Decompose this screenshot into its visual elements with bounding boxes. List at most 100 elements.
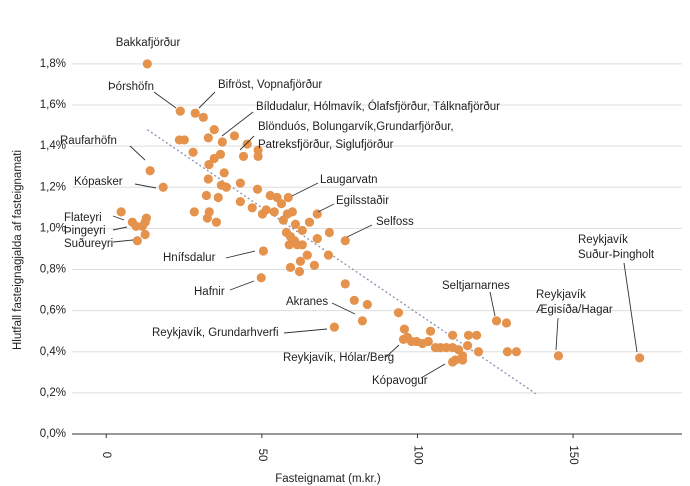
annotation: Reykjavík <box>578 234 628 246</box>
y-tick-label: 0,6% <box>40 305 66 317</box>
data-point <box>473 347 484 357</box>
leader-line <box>489 291 496 317</box>
x-tick-label: 100 <box>411 445 423 464</box>
data-point <box>158 182 168 192</box>
y-tick-label: 1,8% <box>40 58 66 70</box>
annotation: Bíldudalur, Hólmavík, Ólafsfjörður, Tálk… <box>256 100 500 113</box>
data-point <box>423 336 433 347</box>
data-point <box>312 234 322 244</box>
annotation: Hnífsdalur <box>163 252 216 264</box>
data-point <box>201 190 212 201</box>
data-point <box>188 147 198 157</box>
data-point <box>253 151 263 161</box>
data-point <box>324 227 334 238</box>
y-tick-label: 0,0% <box>40 428 66 440</box>
data-point <box>190 108 200 118</box>
data-point <box>329 322 339 332</box>
leader-line <box>283 328 328 334</box>
trend-line <box>146 129 538 396</box>
annotation: Suður-Þingholt <box>578 249 655 261</box>
y-axis-label: Hlutfall fasteignagjalda af fasteignamat… <box>12 150 24 350</box>
leader-line <box>134 183 157 189</box>
annotation: Ægisíða/Hagar <box>536 304 613 316</box>
data-point <box>290 219 301 229</box>
data-point <box>462 340 473 351</box>
data-point <box>502 347 513 357</box>
data-point <box>349 295 359 305</box>
annotation: Kópasker <box>74 176 123 188</box>
leader-line <box>153 91 177 109</box>
leader-line <box>346 224 373 238</box>
y-tick-label: 1,2% <box>40 181 66 193</box>
annotation: Blönduós, Bolungarvík,Grundarfjörður, <box>258 121 454 133</box>
data-point <box>297 225 307 236</box>
data-point <box>463 330 474 340</box>
data-point <box>425 326 436 336</box>
data-point <box>302 250 312 260</box>
annotation: Flateyri <box>64 212 102 224</box>
annotation: Patreksfjörður, Siglufjörður <box>258 139 394 151</box>
annotation: Þórshöfn <box>108 81 154 93</box>
data-point <box>357 316 367 326</box>
data-point <box>553 351 564 361</box>
data-point <box>295 256 306 266</box>
data-point <box>211 217 222 227</box>
annotation: Suðureyri <box>64 238 113 250</box>
annotation: Reykjavík, Grundarhverfi <box>152 327 279 339</box>
data-point <box>294 266 305 277</box>
x-tick-label: 0 <box>100 452 112 458</box>
data-point <box>430 343 441 353</box>
annotation: Bifröst, Vopnafjörður <box>218 79 322 91</box>
data-point <box>215 149 226 159</box>
leader-line <box>112 226 128 231</box>
data-point <box>175 106 185 116</box>
data-point <box>269 207 279 217</box>
data-point <box>304 217 315 227</box>
data-point <box>203 174 213 184</box>
x-tick-label: 50 <box>256 449 268 462</box>
data-point <box>457 355 468 365</box>
data-point <box>635 353 645 363</box>
data-point <box>247 203 257 213</box>
data-point <box>261 205 271 215</box>
data-point <box>340 236 350 246</box>
data-point <box>217 137 227 147</box>
data-point <box>393 308 404 318</box>
y-tick-label: 1,4% <box>40 140 66 152</box>
y-tick-label: 0,2% <box>40 387 66 399</box>
leader-line <box>129 145 146 161</box>
x-axis-label: Fasteignamat (m.kr.) <box>275 473 381 485</box>
annotation: Selfoss <box>376 216 414 228</box>
data-point <box>398 334 409 345</box>
leader-line <box>420 363 446 379</box>
y-tick-label: 1,6% <box>40 99 66 111</box>
data-point <box>501 318 512 328</box>
leader-line <box>112 215 125 221</box>
leader-line <box>229 280 255 291</box>
data-point <box>256 273 266 283</box>
y-tick-label: 0,4% <box>40 346 66 358</box>
annotation: Hafnir <box>194 286 225 298</box>
data-point <box>252 184 263 194</box>
annotation: Reykjavík, Hólar/Berg <box>283 352 394 364</box>
leader-line <box>225 250 256 259</box>
data-point <box>284 240 294 250</box>
data-point <box>203 133 213 143</box>
leader-line <box>385 344 400 358</box>
data-point <box>362 299 372 310</box>
annotation: Reykjavík <box>536 289 586 301</box>
leader-line <box>317 203 335 213</box>
y-tick-label: 0,8% <box>40 264 66 276</box>
annotation: Egilsstaðir <box>336 195 389 207</box>
annotation: Seltjarnarnes <box>442 280 510 292</box>
data-point <box>179 135 189 145</box>
data-point <box>278 215 288 225</box>
leader-line <box>239 135 255 151</box>
data-point <box>285 262 296 273</box>
data-point <box>242 139 252 149</box>
leader-line <box>331 302 356 315</box>
data-point <box>340 279 350 289</box>
annotation: Akranes <box>286 296 328 308</box>
data-point <box>132 236 142 246</box>
